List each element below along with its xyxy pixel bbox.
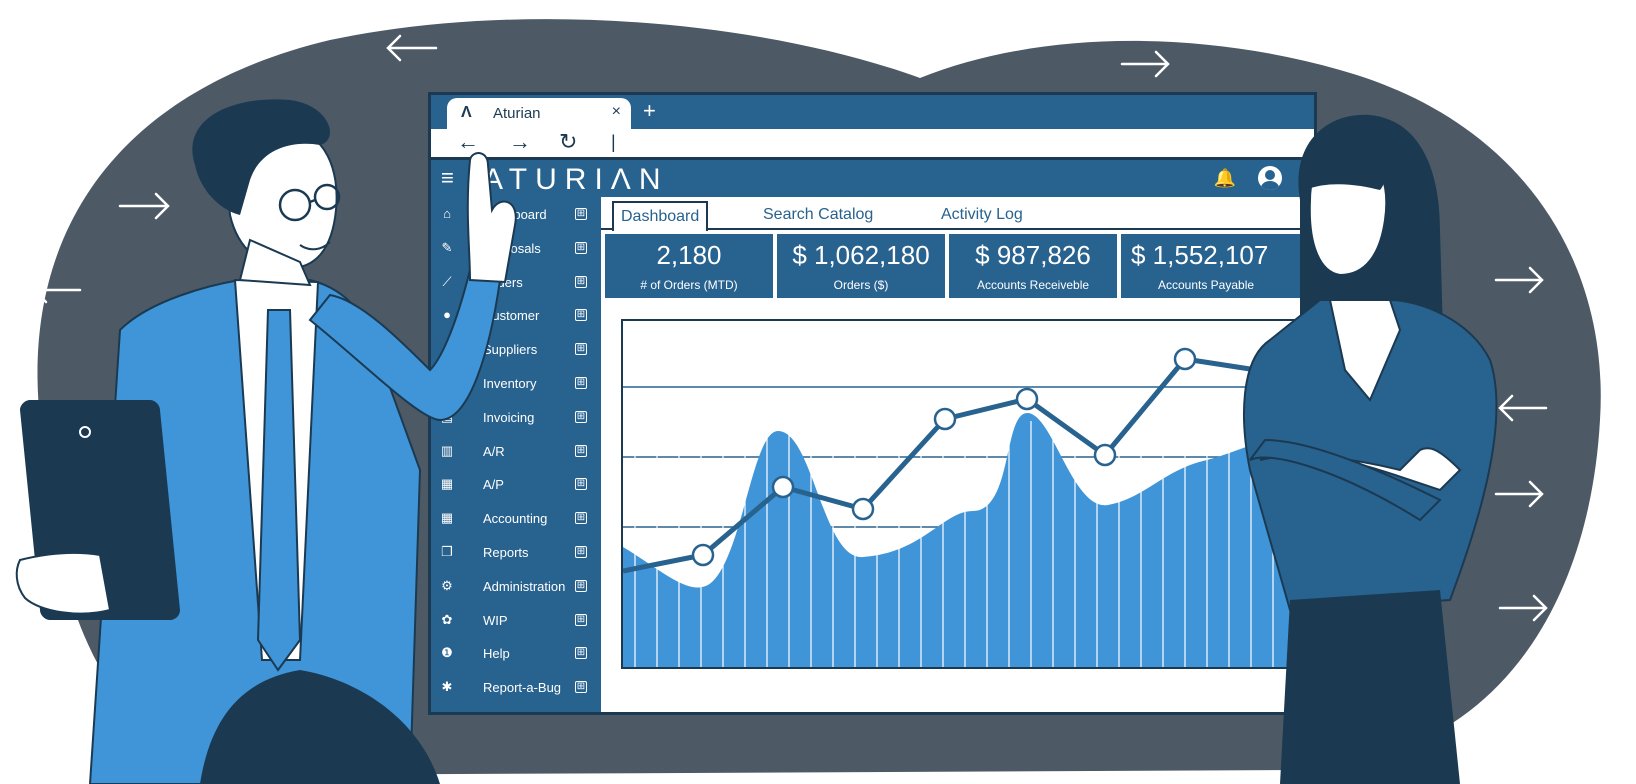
browser-tab-aturian[interactable]: Λ Aturian ×: [447, 98, 631, 129]
stat-label: Accounts Receiveble: [976, 278, 1090, 292]
sidebar-item-accounting[interactable]: ▦ Accounting ⊞: [431, 503, 601, 536]
stat-value: $ 1,062,180: [792, 240, 930, 270]
bug-icon: ✱: [441, 679, 453, 695]
line-point: [1015, 387, 1039, 411]
sidebar-item-label: A/P: [483, 477, 504, 493]
sidebar-item-label: Suppliers: [483, 342, 538, 358]
stat-card-accounts-receivable: $ 987,826 Accounts Receiveble: [949, 234, 1117, 298]
expand-plus-icon[interactable]: ⊞: [575, 546, 587, 558]
line-point: [851, 497, 875, 521]
sidebar-item-label: Accounting: [483, 511, 548, 527]
line-point: [1173, 347, 1197, 371]
line-point: [691, 543, 715, 567]
line-point: [1093, 443, 1117, 467]
expand-plus-icon[interactable]: ⊞: [575, 241, 587, 254]
home-icon: ⌂: [443, 206, 451, 221]
app-header: ≡ ATURIΛN 🔔: [431, 160, 1314, 197]
tab-activity-log[interactable]: Activity Log: [941, 206, 1023, 223]
reports-icon: ❐: [441, 544, 453, 559]
browser-window: Λ Aturian × + ← → ↻ | ≡ ATURIΛN 🔔 ⌂ Dashb…: [428, 92, 1317, 715]
sidebar-item-administration[interactable]: ⚙ Administration ⊞: [431, 571, 601, 604]
stat-label: Orders ($): [833, 278, 889, 292]
line-series: [623, 356, 1314, 574]
stat-value: $ 1,552,107: [1131, 240, 1269, 270]
sidebar-item-help[interactable]: ❶ Help ⊞: [431, 638, 601, 671]
browser-nav-bar: ← → ↻ |: [431, 129, 1314, 160]
expand-plus-icon[interactable]: ⊞: [575, 343, 587, 356]
hamburger-menu-icon[interactable]: ≡: [441, 165, 454, 190]
sidebar-item-a-r[interactable]: ▥ A/R ⊞: [431, 436, 601, 469]
expand-plus-icon[interactable]: ⊞: [575, 478, 587, 491]
sidebar-item-label: Reports: [483, 545, 529, 560]
expand-plus-icon[interactable]: ⊞: [575, 410, 587, 423]
stat-value: 2,180: [656, 240, 722, 270]
help-icon: ❶: [441, 645, 453, 661]
sidebar-item-reports[interactable]: ❐ Reports ⊞: [431, 537, 601, 570]
tabs-underline: [601, 228, 1314, 230]
expand-plus-icon[interactable]: ⊞: [575, 512, 587, 525]
notification-bell-icon[interactable]: 🔔: [1213, 168, 1236, 188]
address-bar[interactable]: |: [611, 132, 616, 152]
stat-card-accounts-payable: $ 1,552,107 Accounts Payable: [1121, 234, 1311, 298]
stat-card-orders-dollars: $ 1,062,180 Orders ($): [777, 234, 945, 298]
sidebar-item-label: Help: [483, 646, 510, 662]
sidebar-item-label: Inventory: [483, 376, 537, 391]
sidebar-item-label: Administration: [483, 578, 566, 594]
dashboard-chart: [621, 319, 1314, 669]
sidebar-item-label: Report-a-Bug: [483, 680, 562, 696]
new-tab-button[interactable]: +: [643, 98, 656, 123]
user-avatar-icon[interactable]: [1258, 166, 1282, 190]
stat-label: # of Orders (MTD): [640, 278, 738, 292]
gear-icon: ⚙: [441, 577, 453, 593]
man-figure: [15, 99, 517, 784]
expand-plus-icon[interactable]: ⊞: [575, 377, 587, 389]
line-point: [771, 475, 795, 499]
tab-dashboard[interactable]: Dashboard: [612, 201, 709, 231]
line-point: [933, 407, 957, 431]
woman-figure: [1243, 114, 1498, 784]
sidebar-item-a-p[interactable]: ▦ A/P ⊞: [431, 469, 601, 502]
sidebar-item-report-a-bug[interactable]: ✱ Report-a-Bug ⊞: [431, 672, 601, 705]
browser-tab-bar: Λ Aturian × +: [431, 95, 1314, 129]
brand-logo: ATURIΛN: [483, 163, 669, 196]
chart-illustration: [623, 347, 1314, 667]
wip-icon: ✿: [441, 611, 453, 627]
sidebar-item-label: A/R: [483, 443, 505, 459]
aturian-logo-icon: Λ: [461, 104, 472, 121]
expand-plus-icon[interactable]: ⊞: [575, 647, 587, 660]
stat-value: $ 987,826: [975, 240, 1091, 270]
sidebar-item-label: WIP: [483, 612, 508, 628]
expand-plus-icon[interactable]: ⊞: [575, 444, 587, 457]
ap-icon: ▦: [440, 476, 454, 492]
sidebar-item-customer[interactable]: ● Customer ⊞: [431, 300, 601, 333]
expand-plus-icon[interactable]: ⊞: [575, 208, 587, 220]
chart-icon: ⟋: [442, 273, 452, 289]
sidebar-item-label: Invoicing: [483, 409, 535, 425]
expand-plus-icon[interactable]: ⊞: [575, 309, 587, 322]
expand-plus-icon[interactable]: ⊞: [575, 681, 587, 694]
close-tab-icon[interactable]: ×: [611, 103, 621, 120]
ar-icon: ▥: [440, 442, 454, 458]
reload-icon[interactable]: ↻: [559, 129, 578, 154]
tab-search-catalog[interactable]: Search Catalog: [763, 206, 874, 223]
stat-label: Accounts Payable: [1157, 278, 1255, 292]
expand-plus-icon[interactable]: ⊞: [575, 613, 587, 626]
expand-plus-icon[interactable]: ⊞: [575, 275, 587, 288]
back-arrow-icon[interactable]: ←: [457, 129, 479, 154]
person-icon: ●: [443, 307, 451, 323]
stat-card-orders-mtd: 2,180 # of Orders (MTD): [605, 234, 773, 298]
proposal-icon: ✎: [441, 239, 453, 255]
area-hatching: [634, 421, 1296, 667]
expand-plus-icon[interactable]: ⊞: [575, 579, 587, 592]
main-content: Dashboard Search Catalog Activity Log 2,…: [601, 197, 1314, 712]
sidebar-item-label: Customer: [483, 308, 540, 324]
browser-tab-title: Aturian: [493, 105, 541, 122]
forward-arrow-icon[interactable]: →: [509, 129, 531, 154]
calculator-icon: ▦: [440, 510, 454, 526]
sidebar-item-wip[interactable]: ✿ WIP ⊞: [431, 605, 601, 638]
